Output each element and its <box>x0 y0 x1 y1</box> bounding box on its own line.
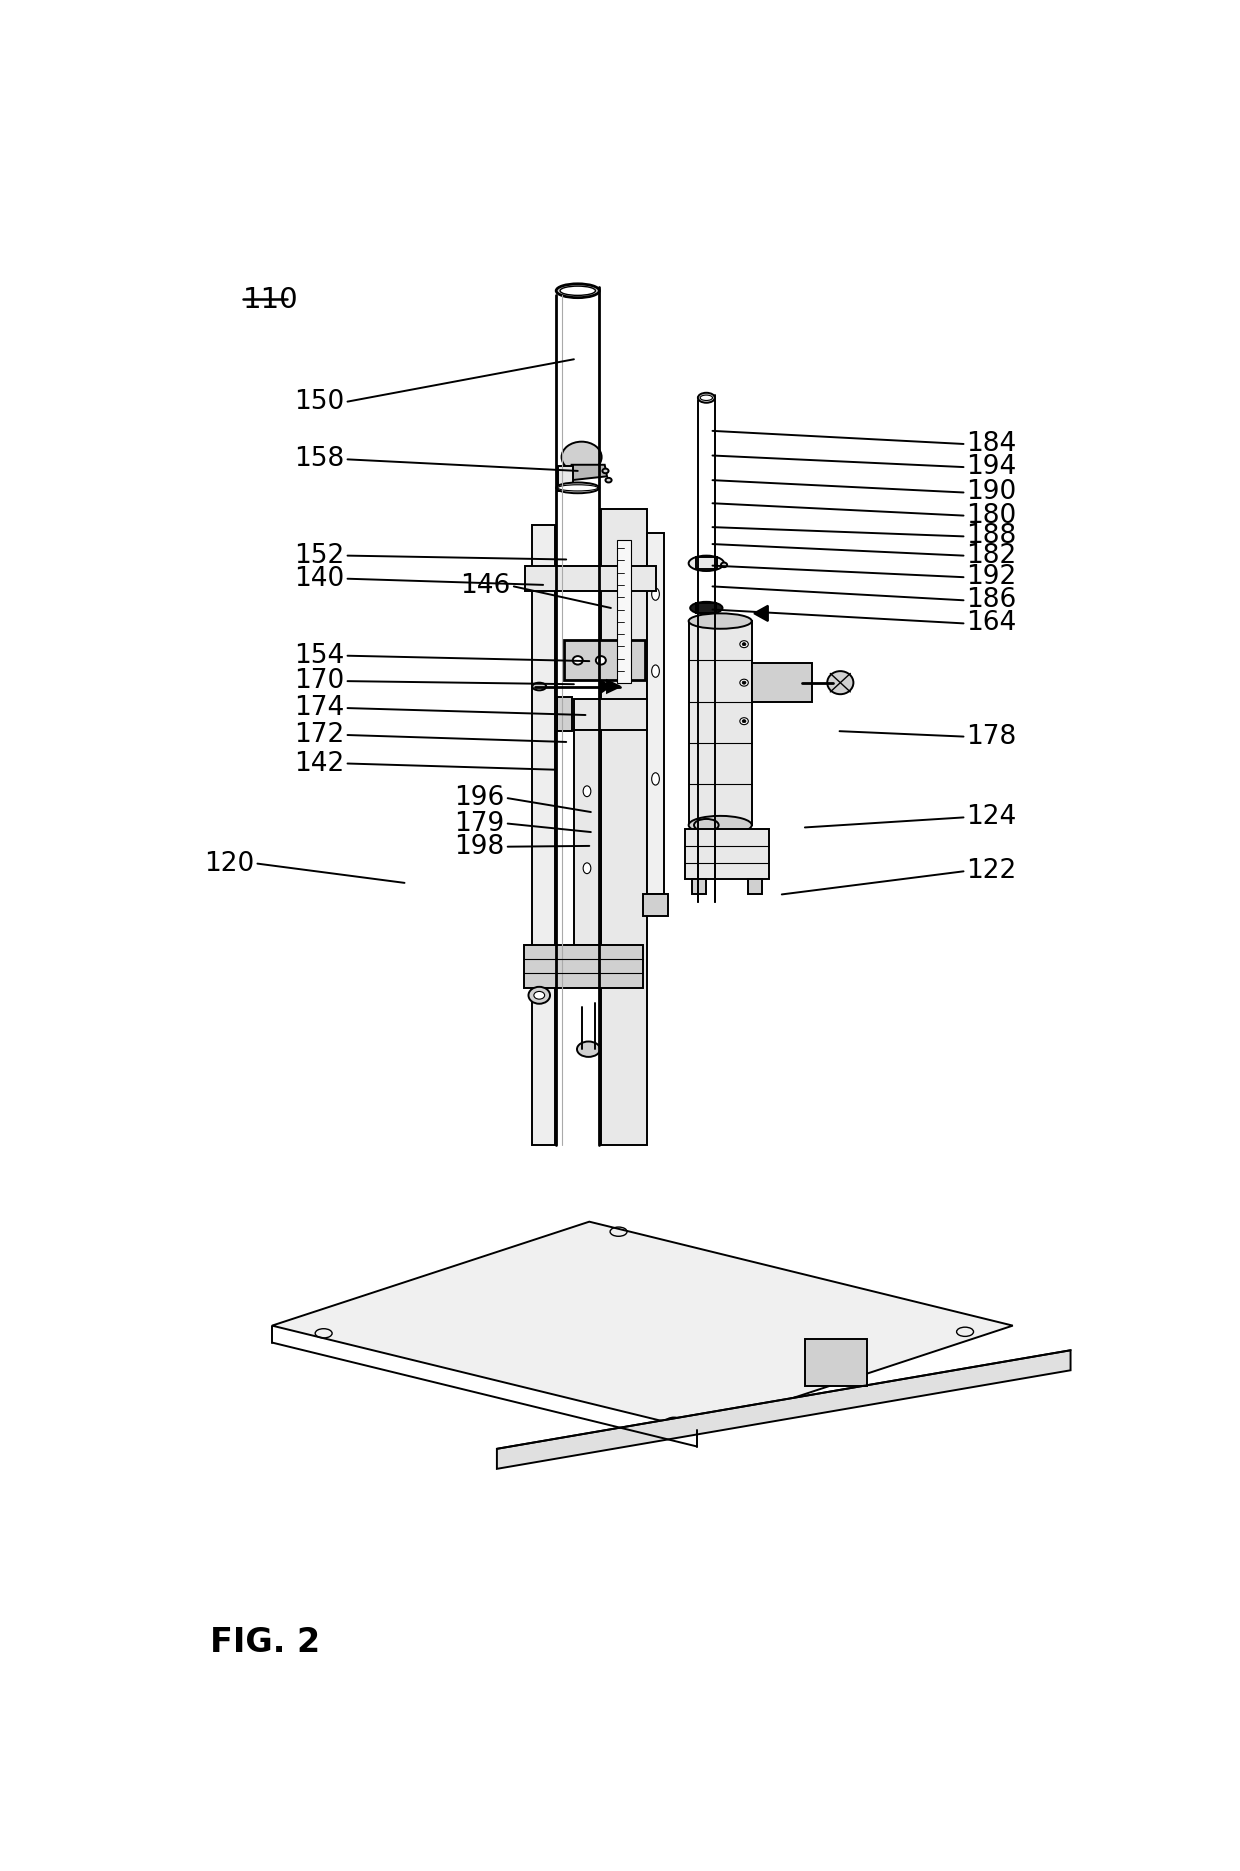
Ellipse shape <box>562 442 601 473</box>
Text: 182: 182 <box>967 543 1017 569</box>
Text: 198: 198 <box>454 834 505 859</box>
Text: 146: 146 <box>460 573 511 599</box>
Ellipse shape <box>701 395 713 400</box>
Polygon shape <box>601 681 610 692</box>
Bar <box>644 894 668 917</box>
Bar <box>526 567 656 591</box>
Text: FIG. 2: FIG. 2 <box>211 1626 321 1660</box>
Text: 158: 158 <box>294 447 345 471</box>
Ellipse shape <box>694 819 719 831</box>
Text: 180: 180 <box>967 503 1017 529</box>
Polygon shape <box>754 606 768 621</box>
Bar <box>751 664 812 702</box>
Ellipse shape <box>740 718 748 724</box>
Bar <box>805 1340 867 1386</box>
Text: 154: 154 <box>294 644 345 668</box>
Text: 194: 194 <box>967 455 1017 481</box>
Ellipse shape <box>534 992 544 999</box>
Text: 170: 170 <box>294 668 345 694</box>
Ellipse shape <box>583 786 590 797</box>
Ellipse shape <box>691 602 723 614</box>
Polygon shape <box>608 681 620 692</box>
Ellipse shape <box>652 587 660 601</box>
Text: 196: 196 <box>454 786 505 812</box>
Bar <box>601 509 647 1145</box>
Ellipse shape <box>596 657 606 664</box>
Polygon shape <box>497 1351 1070 1469</box>
Text: 150: 150 <box>294 389 345 415</box>
Text: 172: 172 <box>294 722 345 748</box>
Bar <box>532 526 554 1145</box>
Bar <box>688 621 751 825</box>
Text: 186: 186 <box>967 587 1017 614</box>
Text: 164: 164 <box>967 610 1017 636</box>
Text: 184: 184 <box>967 430 1017 457</box>
Ellipse shape <box>557 483 599 494</box>
Ellipse shape <box>740 679 748 687</box>
Ellipse shape <box>743 642 746 645</box>
Text: 142: 142 <box>294 750 345 776</box>
Bar <box>557 698 573 732</box>
Bar <box>574 700 647 730</box>
Bar <box>696 558 717 569</box>
Bar <box>748 879 761 894</box>
Bar <box>523 945 644 988</box>
Ellipse shape <box>652 664 660 677</box>
Text: 192: 192 <box>967 565 1017 589</box>
Ellipse shape <box>652 773 660 786</box>
Ellipse shape <box>557 284 599 297</box>
Polygon shape <box>272 1222 1013 1429</box>
Text: 188: 188 <box>967 524 1017 550</box>
Ellipse shape <box>688 816 751 834</box>
Ellipse shape <box>577 1042 600 1057</box>
Text: 110: 110 <box>243 286 299 314</box>
Text: 174: 174 <box>294 696 345 720</box>
Ellipse shape <box>698 393 714 402</box>
Bar <box>618 541 631 683</box>
Text: 190: 190 <box>967 479 1017 505</box>
Ellipse shape <box>532 683 546 690</box>
Bar <box>558 466 573 490</box>
Ellipse shape <box>605 477 611 483</box>
Bar <box>692 879 707 894</box>
Ellipse shape <box>743 681 746 685</box>
Ellipse shape <box>583 863 590 874</box>
Bar <box>684 829 770 879</box>
Bar <box>574 730 601 945</box>
Bar <box>647 533 663 894</box>
Polygon shape <box>572 464 608 481</box>
Text: 120: 120 <box>205 851 254 877</box>
Ellipse shape <box>573 657 583 664</box>
Ellipse shape <box>603 468 609 473</box>
Text: 179: 179 <box>454 810 505 836</box>
Ellipse shape <box>558 485 598 490</box>
Text: 140: 140 <box>294 565 345 591</box>
Bar <box>564 640 645 681</box>
Ellipse shape <box>688 556 724 571</box>
Ellipse shape <box>720 563 727 567</box>
Ellipse shape <box>619 657 629 664</box>
Text: 152: 152 <box>294 543 345 569</box>
Ellipse shape <box>528 986 551 1003</box>
Ellipse shape <box>827 672 853 694</box>
Text: 178: 178 <box>967 724 1017 750</box>
Bar <box>697 602 717 612</box>
Ellipse shape <box>688 614 751 629</box>
Ellipse shape <box>740 640 748 647</box>
Text: 124: 124 <box>967 805 1017 831</box>
Ellipse shape <box>691 842 722 855</box>
Text: 122: 122 <box>967 859 1017 885</box>
Ellipse shape <box>560 286 595 296</box>
Ellipse shape <box>743 720 746 722</box>
